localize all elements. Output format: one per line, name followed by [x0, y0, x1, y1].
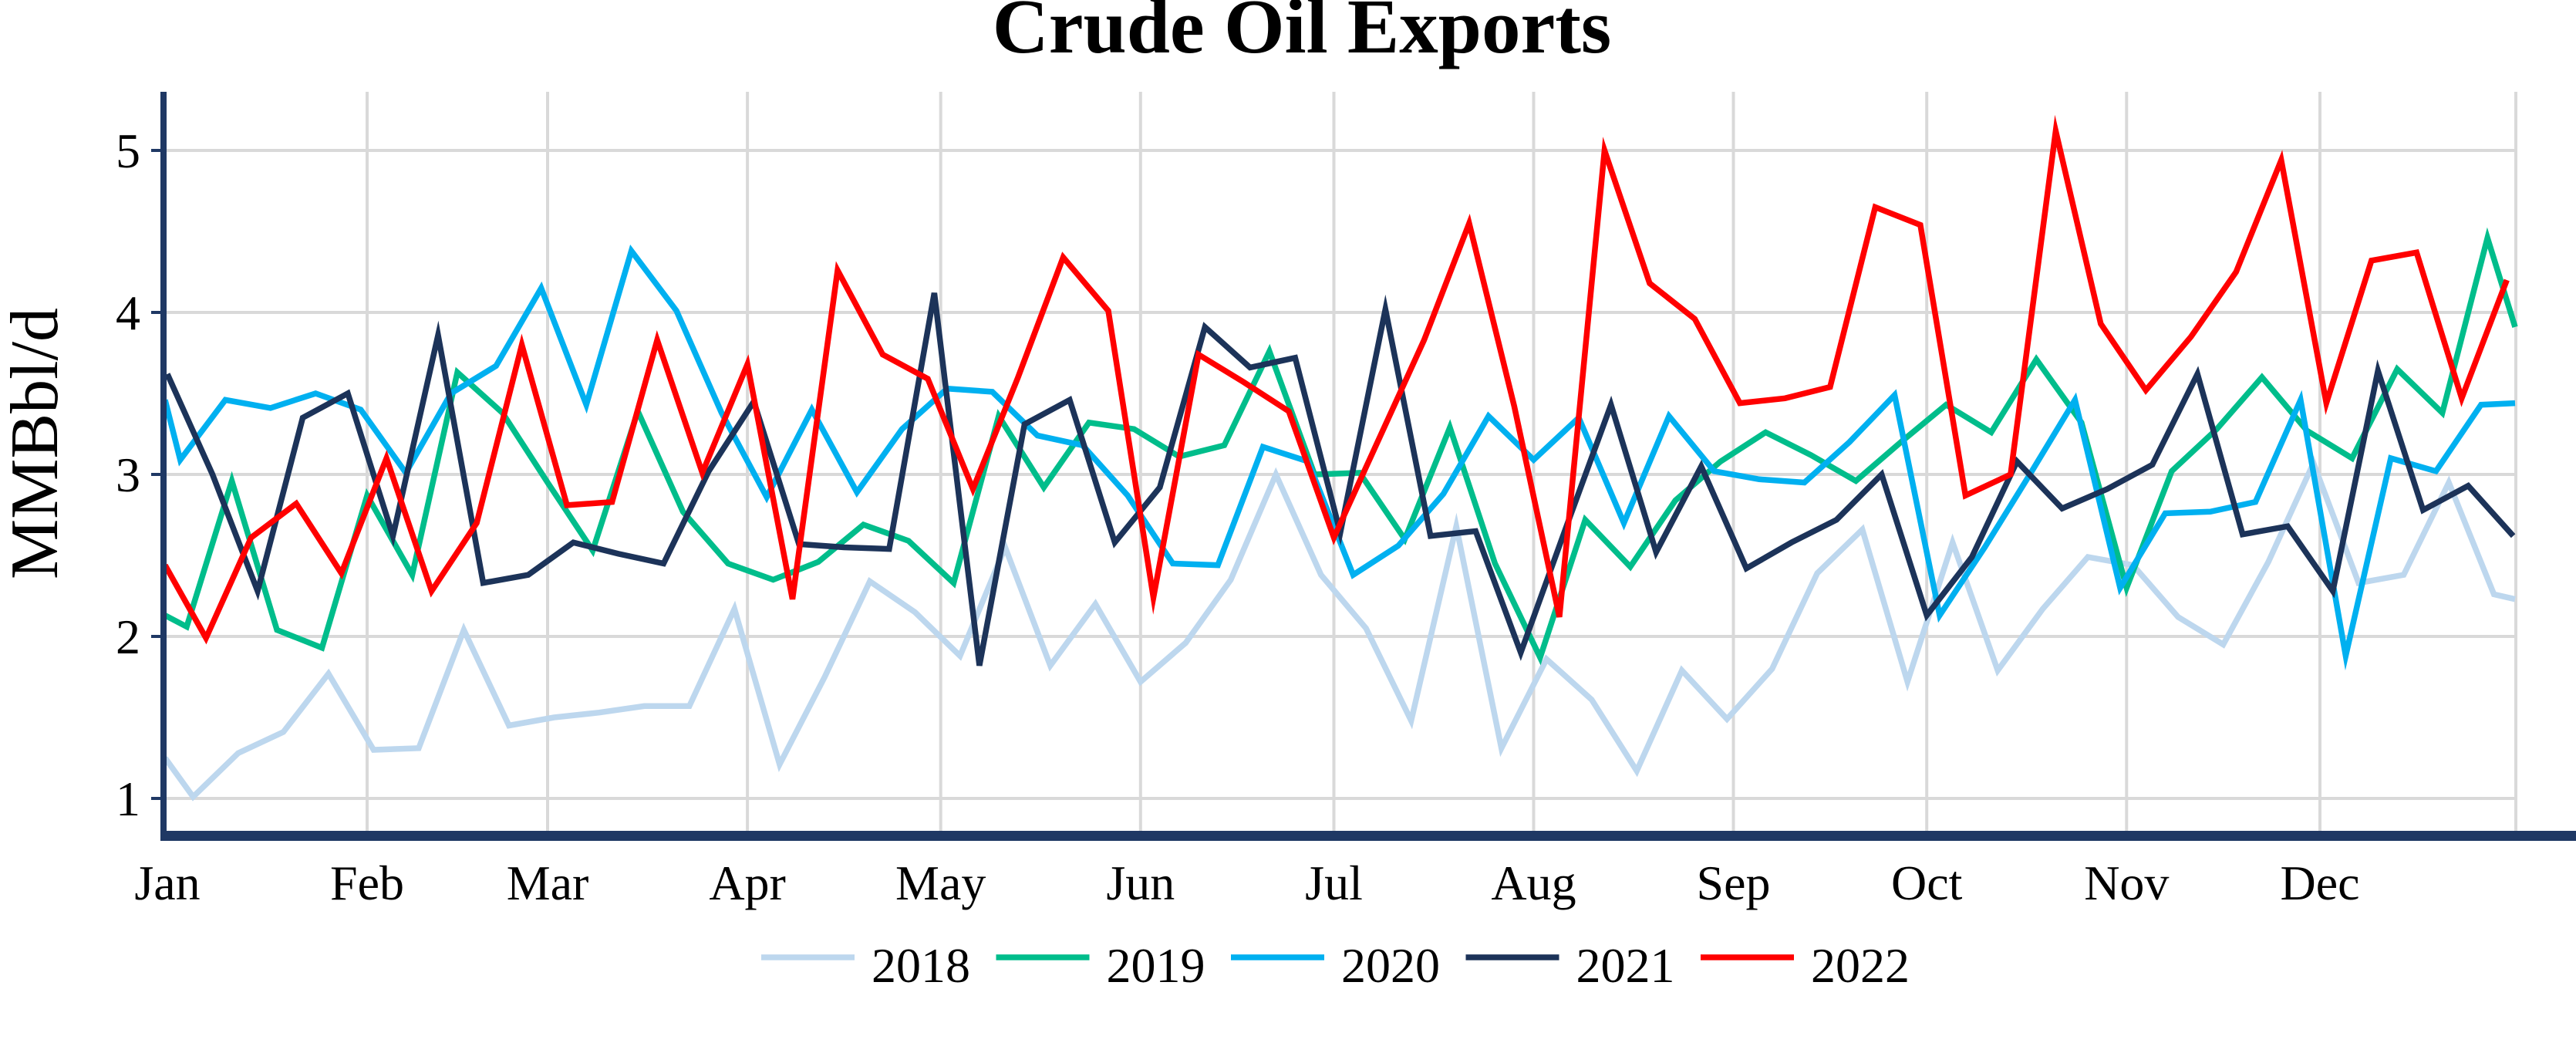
svg-text:2022: 2022: [1811, 938, 1910, 993]
svg-text:May: May: [895, 856, 986, 910]
svg-text:2019: 2019: [1107, 938, 1205, 993]
svg-text:Aug: Aug: [1491, 856, 1576, 910]
svg-text:4: 4: [116, 285, 140, 340]
svg-text:Dec: Dec: [2280, 856, 2359, 910]
svg-text:Nov: Nov: [2084, 856, 2169, 910]
svg-text:Mar: Mar: [507, 856, 589, 910]
svg-text:Jan: Jan: [134, 856, 200, 910]
svg-text:Sep: Sep: [1697, 856, 1771, 910]
svg-text:Feb: Feb: [330, 856, 404, 910]
svg-text:Jul: Jul: [1305, 856, 1363, 910]
svg-text:Oct: Oct: [1891, 856, 1963, 910]
svg-text:Jun: Jun: [1106, 856, 1175, 910]
svg-text:1: 1: [116, 771, 140, 826]
svg-text:MMBbl/d: MMBbl/d: [0, 308, 72, 579]
svg-text:2018: 2018: [872, 938, 970, 993]
svg-text:2: 2: [116, 609, 140, 664]
svg-text:5: 5: [116, 123, 140, 178]
svg-text:Crude Oil Exports: Crude Oil Exports: [993, 0, 1611, 69]
svg-text:2020: 2020: [1341, 938, 1440, 993]
svg-text:2021: 2021: [1576, 938, 1675, 993]
svg-text:3: 3: [116, 447, 140, 502]
svg-text:Apr: Apr: [709, 856, 786, 910]
